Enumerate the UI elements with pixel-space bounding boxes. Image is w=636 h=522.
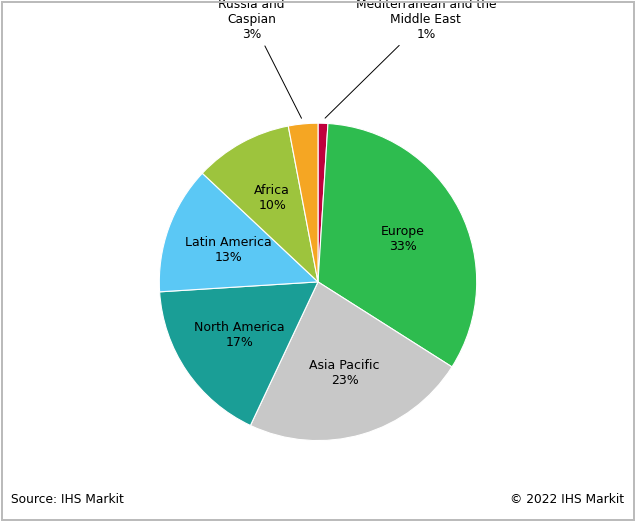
Wedge shape [159,173,318,292]
Text: Russia and
Caspian
3%: Russia and Caspian 3% [218,0,301,118]
Wedge shape [288,123,318,282]
Wedge shape [251,282,452,441]
Text: Europe
33%: Europe 33% [381,224,425,253]
Text: Asia Pacific
23%: Asia Pacific 23% [309,359,380,387]
Text: Offshore decommissioning forecast by region,
2021–30 (total = US$99 billion in 2: Offshore decommissioning forecast by reg… [8,22,487,63]
Text: Mediterranean and the
Middle East
1%: Mediterranean and the Middle East 1% [325,0,496,118]
Text: © 2022 IHS Markit: © 2022 IHS Markit [511,493,625,506]
Text: Africa
10%: Africa 10% [254,184,290,212]
Wedge shape [202,126,318,282]
Text: Latin America
13%: Latin America 13% [185,235,272,264]
Wedge shape [318,124,477,367]
Wedge shape [160,282,318,425]
Text: North America
17%: North America 17% [194,322,284,349]
Wedge shape [318,123,328,282]
Text: Source: IHS Markit: Source: IHS Markit [11,493,124,506]
